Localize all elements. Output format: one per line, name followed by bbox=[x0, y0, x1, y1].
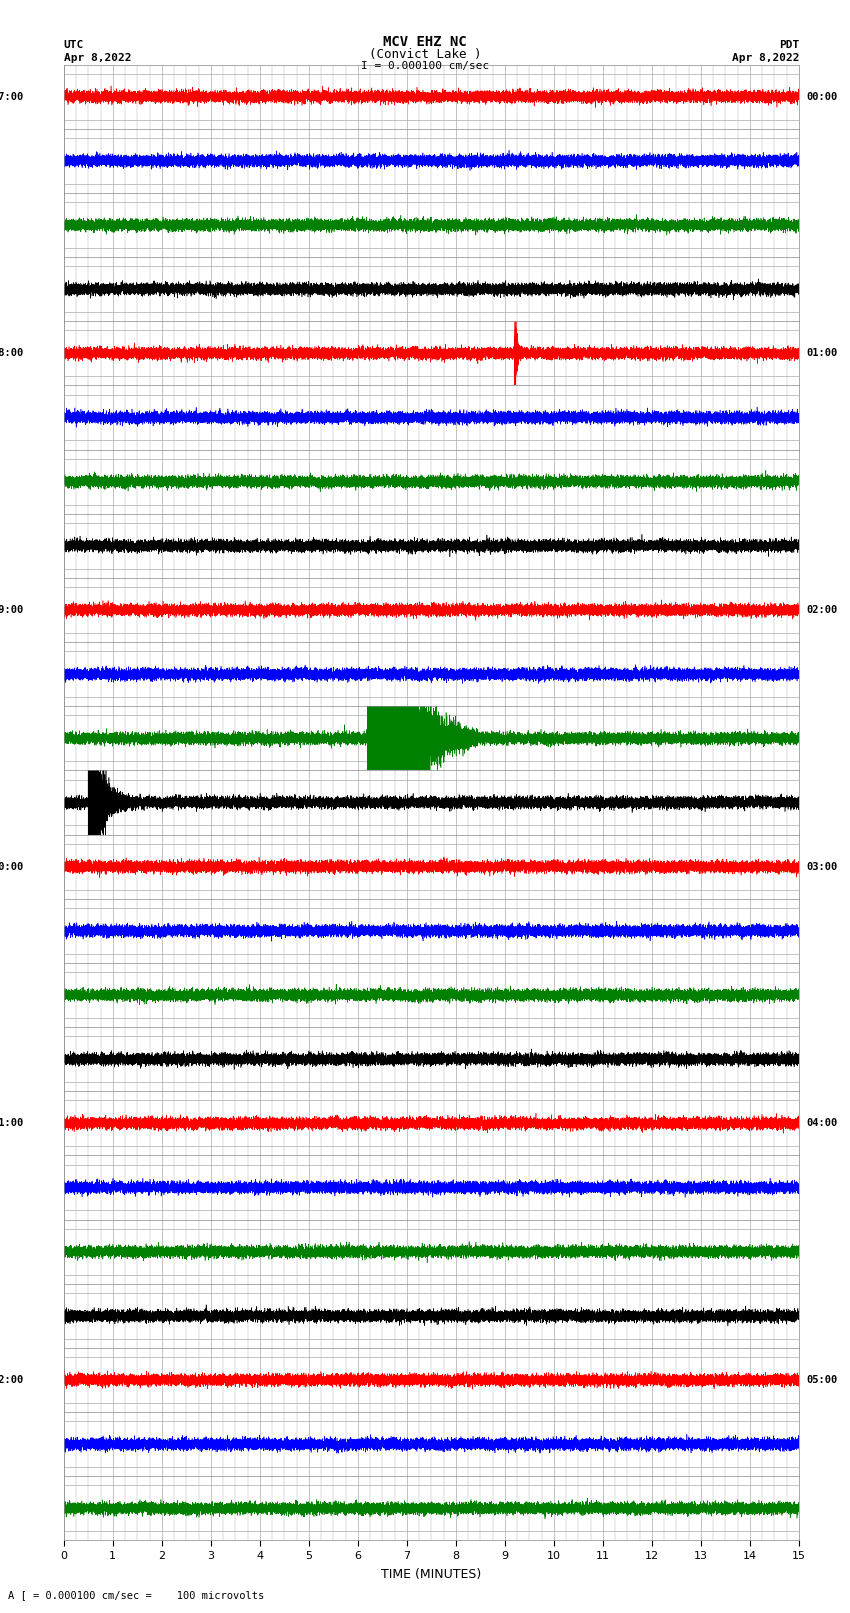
Text: 08:00: 08:00 bbox=[0, 348, 23, 358]
Text: I = 0.000100 cm/sec: I = 0.000100 cm/sec bbox=[361, 61, 489, 71]
Text: (Convict Lake ): (Convict Lake ) bbox=[369, 48, 481, 61]
Text: 11:00: 11:00 bbox=[0, 1118, 23, 1129]
Text: 02:00: 02:00 bbox=[807, 605, 837, 615]
Text: 09:00: 09:00 bbox=[0, 605, 23, 615]
Text: A [ = 0.000100 cm/sec =    100 microvolts: A [ = 0.000100 cm/sec = 100 microvolts bbox=[8, 1590, 264, 1600]
Text: Apr 8,2022: Apr 8,2022 bbox=[64, 53, 131, 63]
Text: 03:00: 03:00 bbox=[807, 861, 837, 871]
X-axis label: TIME (MINUTES): TIME (MINUTES) bbox=[382, 1568, 481, 1581]
Text: Apr 8,2022: Apr 8,2022 bbox=[732, 53, 799, 63]
Text: 07:00: 07:00 bbox=[0, 92, 23, 102]
Text: 00:00: 00:00 bbox=[807, 92, 837, 102]
Text: 12:00: 12:00 bbox=[0, 1374, 23, 1386]
Text: 01:00: 01:00 bbox=[807, 348, 837, 358]
Text: 10:00: 10:00 bbox=[0, 861, 23, 871]
Text: PDT: PDT bbox=[779, 40, 799, 50]
Text: MCV EHZ NC: MCV EHZ NC bbox=[383, 35, 467, 50]
Text: UTC: UTC bbox=[64, 40, 84, 50]
Text: 04:00: 04:00 bbox=[807, 1118, 837, 1129]
Text: 05:00: 05:00 bbox=[807, 1374, 837, 1386]
